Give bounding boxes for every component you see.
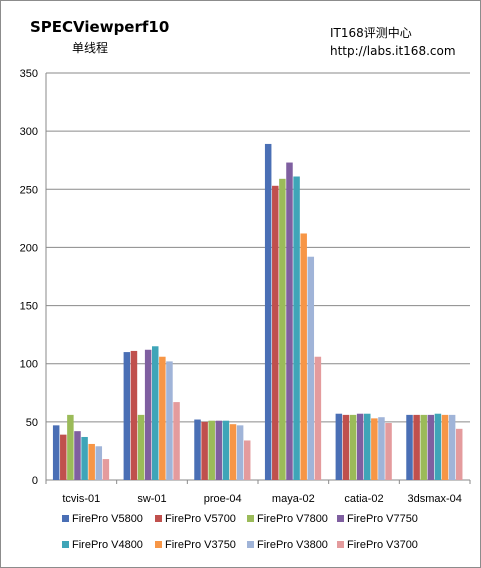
- bar: [349, 414, 357, 480]
- bar: [88, 443, 95, 480]
- bar: [307, 256, 315, 480]
- bar: [371, 418, 378, 480]
- bar: [286, 162, 293, 481]
- x-tick-label: tcvis-01: [62, 493, 100, 505]
- watermark-line2: http://labs.it168.com: [330, 44, 456, 58]
- legend-swatch: [247, 515, 254, 522]
- bar: [144, 349, 152, 480]
- legend-swatch: [247, 541, 254, 548]
- bar: [229, 424, 237, 480]
- bar: [264, 143, 272, 481]
- bar: [194, 419, 201, 480]
- legend-label: FirePro V5700: [165, 513, 236, 525]
- x-tick-label: sw-01: [137, 493, 166, 505]
- bar: [208, 420, 215, 480]
- bar: [335, 413, 343, 480]
- y-tick-label: 300: [20, 126, 38, 138]
- y-tick-label: 250: [20, 184, 38, 196]
- legend-label: FirePro V3750: [165, 539, 236, 551]
- legend-label: FirePro V4800: [72, 539, 143, 551]
- bar: [314, 356, 322, 480]
- bar: [123, 352, 131, 480]
- bar: [159, 356, 166, 480]
- bar: [152, 346, 159, 480]
- bar: [130, 350, 138, 480]
- bar: [137, 414, 145, 480]
- legend-swatch: [62, 541, 69, 548]
- bar: [243, 440, 251, 480]
- bar: [293, 176, 300, 480]
- legend-label: FirePro V7750: [347, 513, 418, 525]
- bar: [236, 425, 244, 480]
- bar: [201, 421, 208, 480]
- y-tick-label: 150: [20, 301, 38, 313]
- x-tick-label: 3dsmax-04: [407, 493, 461, 505]
- bar: [441, 414, 449, 480]
- x-tick-label: proe-04: [204, 493, 242, 505]
- bar: [300, 233, 307, 480]
- y-tick-label: 200: [20, 242, 38, 254]
- bar: [434, 413, 442, 480]
- bar: [173, 402, 180, 480]
- y-tick-label: 0: [32, 475, 38, 487]
- bar: [406, 414, 413, 480]
- legend-swatch: [337, 541, 344, 548]
- chart-title: SPECViewperf10: [30, 18, 170, 36]
- bar: [279, 178, 286, 480]
- bar: [52, 425, 60, 480]
- bar: [427, 414, 435, 480]
- chart-subtitle: 单线程: [72, 41, 109, 55]
- x-tick-label: catia-02: [344, 493, 383, 505]
- x-tick-label: maya-02: [272, 493, 315, 505]
- legend-label: FirePro V3800: [257, 539, 328, 551]
- bar: [385, 423, 392, 480]
- bar: [222, 420, 230, 480]
- bar: [95, 446, 103, 480]
- legend-label: FirePro V3700: [347, 539, 418, 551]
- legend-swatch: [155, 515, 162, 522]
- bar: [67, 414, 74, 480]
- bar: [356, 413, 364, 480]
- legend-label: FirePro V7800: [257, 513, 328, 525]
- y-tick-label: 50: [26, 417, 38, 429]
- bar: [448, 414, 456, 480]
- bar: [215, 420, 223, 480]
- bar: [102, 459, 110, 480]
- legend-swatch: [155, 541, 162, 548]
- bar: [378, 417, 385, 480]
- bar: [420, 414, 427, 480]
- bar: [364, 413, 371, 480]
- watermark-line1: IT168评测中心: [330, 26, 412, 40]
- legend-swatch: [62, 515, 69, 522]
- bar: [272, 185, 279, 480]
- bar: [60, 434, 67, 480]
- bar: [342, 414, 350, 480]
- bar: [166, 361, 173, 480]
- bar: [455, 428, 463, 480]
- bar: [74, 431, 81, 480]
- bar: [413, 414, 420, 480]
- bar: [81, 436, 88, 480]
- y-tick-label: 350: [20, 68, 38, 80]
- legend-label: FirePro V5800: [72, 513, 143, 525]
- y-tick-label: 100: [20, 359, 38, 371]
- legend-swatch: [337, 515, 344, 522]
